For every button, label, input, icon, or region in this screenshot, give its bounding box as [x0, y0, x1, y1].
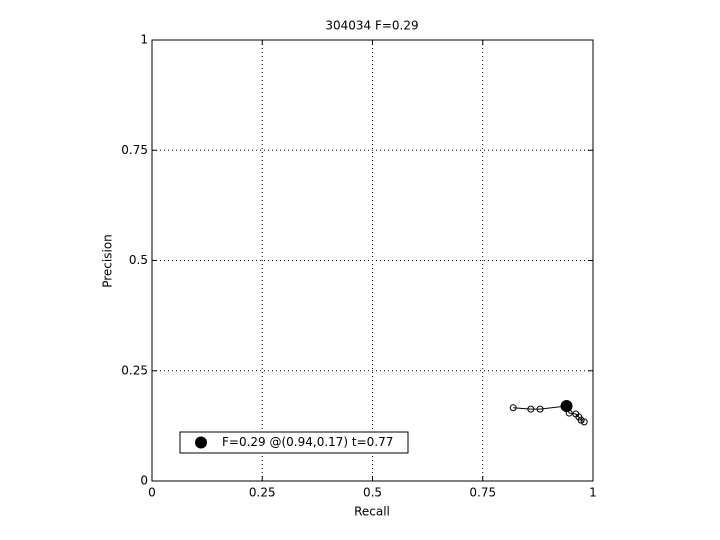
y-tick-label: 0.5 — [129, 253, 148, 267]
axes-box — [151, 39, 594, 482]
point — [527, 405, 535, 413]
x-tick-label: 0.5 — [363, 486, 382, 500]
y-axis-label: Precision — [101, 234, 115, 288]
x-tick-label: 1 — [589, 486, 597, 500]
x-axis-label: Recall — [354, 505, 390, 519]
y-tick-label: 0.25 — [121, 363, 148, 377]
x-tick-label: 0.25 — [249, 486, 276, 500]
point — [536, 405, 544, 413]
best-point — [560, 400, 573, 413]
x-tick-label: 0 — [148, 486, 156, 500]
y-tick-label: 1 — [140, 33, 148, 47]
legend-marker — [195, 436, 207, 449]
chart-title: 304034 F=0.29 — [325, 19, 418, 33]
point — [509, 404, 517, 412]
y-tick-label: 0 — [140, 474, 148, 488]
legend-box — [179, 431, 409, 454]
point — [580, 418, 588, 426]
x-tick-label: 0.75 — [469, 486, 496, 500]
y-tick-label: 0.75 — [121, 143, 148, 157]
legend-label: F=0.29 @(0.94,0.17) t=0.77 — [222, 435, 393, 449]
